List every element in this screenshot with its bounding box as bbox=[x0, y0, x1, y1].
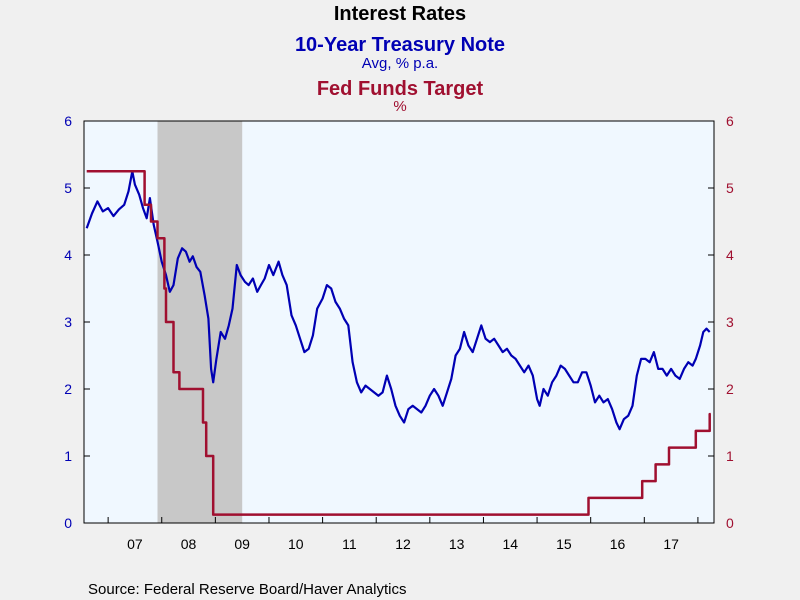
y-left-tick-label: 6 bbox=[64, 113, 72, 129]
y-left-tick-label: 4 bbox=[64, 247, 72, 263]
x-tick-label: 08 bbox=[181, 536, 197, 552]
source-note: Source: Federal Reserve Board/Haver Anal… bbox=[88, 581, 406, 598]
y-left-tick-label: 2 bbox=[64, 381, 72, 397]
series1-title: 10-Year Treasury Note bbox=[295, 34, 505, 56]
fed-funds-target-line bbox=[86, 170, 711, 516]
series2-unit: % bbox=[393, 98, 406, 115]
y-right-tick-label: 4 bbox=[726, 247, 734, 263]
y-left-tick-label: 3 bbox=[64, 314, 72, 330]
x-tick-label: 12 bbox=[395, 536, 411, 552]
series1-unit: Avg, % p.a. bbox=[362, 55, 438, 72]
x-tick-label: 16 bbox=[610, 536, 626, 552]
x-tick-label: 17 bbox=[663, 536, 679, 552]
x-tick-label: 10 bbox=[288, 536, 304, 552]
y-right-tick-label: 3 bbox=[726, 314, 734, 330]
series2-title: Fed Funds Target bbox=[317, 78, 484, 100]
y-right-tick-label: 6 bbox=[726, 113, 734, 129]
treasury-10y-line bbox=[85, 170, 711, 431]
y-right-tick-label: 1 bbox=[726, 448, 734, 464]
x-tick-label: 11 bbox=[342, 536, 357, 552]
x-tick-label: 13 bbox=[449, 536, 465, 552]
y-left-tick-label: 5 bbox=[64, 180, 72, 196]
y-right-tick-label: 2 bbox=[726, 381, 734, 397]
x-tick-label: 07 bbox=[127, 536, 143, 552]
x-tick-label: 15 bbox=[556, 536, 572, 552]
x-tick-label: 09 bbox=[234, 536, 250, 552]
chart-title: Interest Rates bbox=[334, 3, 466, 25]
x-tick-label: 14 bbox=[502, 536, 518, 552]
y-right-tick-label: 0 bbox=[726, 515, 734, 531]
y-right-tick-label: 5 bbox=[726, 180, 734, 196]
y-left-tick-label: 1 bbox=[64, 448, 72, 464]
y-left-tick-label: 0 bbox=[64, 515, 72, 531]
